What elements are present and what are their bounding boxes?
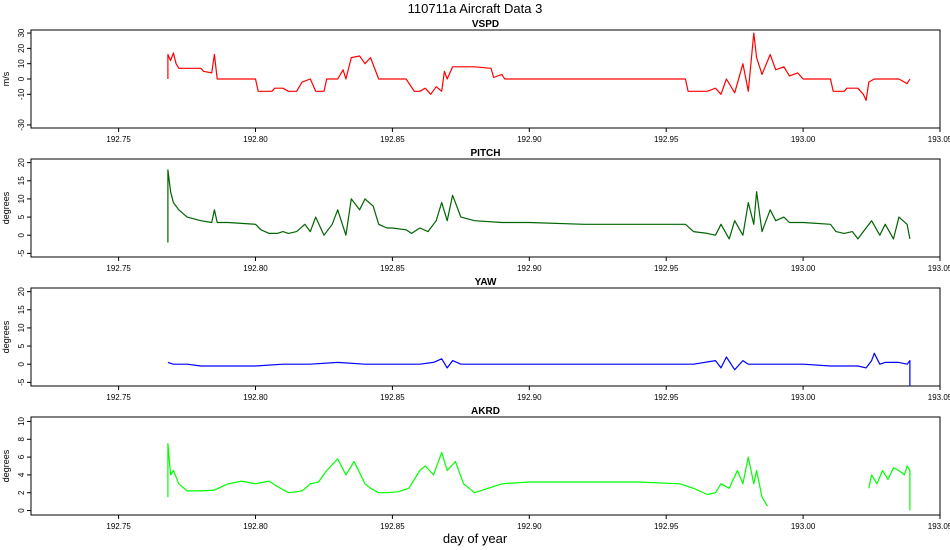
y-tick-label: 15 [17,305,26,314]
series-line [167,169,911,243]
y-tick-label: 4 [17,472,26,477]
x-tick-label: 192.80 [243,264,268,273]
x-tick-label: 192.85 [380,264,405,273]
x-tick-label: 193.05 [928,135,950,144]
x-tick-label: 193.05 [928,522,950,531]
panel-title: PITCH [471,148,501,159]
x-tick-label: 192.90 [517,393,542,402]
y-tick-label: 20 [17,287,26,296]
x-tick-label: 192.80 [243,522,268,531]
x-tick-label: 192.95 [654,264,679,273]
panel-akrd: AKRD degrees 0 2 4 6 8 10 192.75 192.80 192.85 192.… [1,406,950,531]
panel-title: VSPD [472,19,499,30]
x-tick-label: 192.75 [106,522,131,531]
figure-title: 110711a Aircraft Data 3 [408,1,543,16]
x-tick-label: 192.95 [654,522,679,531]
y-axis-label: degrees [1,449,11,482]
panel-title: AKRD [471,406,500,417]
y-tick-label: 0 [17,508,26,513]
series-line [868,465,911,511]
plot-frame [30,287,941,387]
panel-pitch: PITCH degrees -5 0 5 10 15 20 192.75 192.80 192.85… [1,148,950,273]
y-tick-label: 5 [17,343,26,348]
y-tick-label: 2 [17,490,26,495]
x-tick-label: 192.80 [243,393,268,402]
x-tick-label: 192.85 [380,393,405,402]
plot-frame [30,416,941,516]
plot-frame [30,158,941,258]
panel-yaw: YAW degrees -5 0 5 10 15 20 192.75 192.80 192.85 19… [1,277,950,402]
x-tick-label: 192.95 [654,135,679,144]
panel-vspd: VSPD m/s -30 -10 0 10 20 30 192.75 192.80 192.85 19… [1,19,950,144]
x-tick-label: 193.05 [928,264,950,273]
y-tick-label: 20 [17,43,26,52]
x-tick-label: 193.00 [791,135,816,144]
y-tick-label: 0 [17,76,26,81]
x-tick-label: 192.75 [106,264,131,273]
series-line [167,352,911,386]
y-tick-label: 10 [17,323,26,332]
y-axis-label: degrees [1,320,11,353]
x-tick-label: 192.90 [517,264,542,273]
panel-title: YAW [475,277,497,288]
y-tick-label: 15 [17,176,26,185]
x-tick-label: 193.00 [791,393,816,402]
x-tick-label: 192.90 [517,522,542,531]
y-tick-label: 30 [17,28,26,37]
series-line [167,443,769,507]
x-tick-label: 192.90 [517,135,542,144]
y-axis-label: m/s [1,71,11,86]
x-tick-label: 193.00 [791,522,816,531]
y-tick-label: 10 [17,194,26,203]
y-tick-label: 20 [17,158,26,167]
y-tick-label: -5 [17,249,26,257]
y-tick-label: 10 [17,59,26,68]
x-tick-label: 193.00 [791,264,816,273]
y-tick-label: 6 [17,454,26,459]
x-tick-label: 192.75 [106,393,131,402]
y-tick-label: 10 [17,416,26,425]
x-tick-label: 192.85 [380,135,405,144]
y-tick-label: 0 [17,361,26,366]
y-tick-label: 0 [17,232,26,237]
x-axis-label: day of year [443,531,508,546]
y-axis-label: degrees [1,191,11,224]
y-tick-label: -10 [17,88,26,100]
y-tick-label: 8 [17,436,26,441]
y-tick-label: 5 [17,214,26,219]
x-tick-label: 193.05 [928,393,950,402]
x-tick-label: 192.95 [654,393,679,402]
x-tick-label: 192.80 [243,135,268,144]
x-tick-label: 192.75 [106,135,131,144]
x-tick-label: 192.85 [380,522,405,531]
y-tick-label: -5 [17,378,26,386]
y-tick-label: -30 [17,119,26,131]
series-line [167,32,911,101]
